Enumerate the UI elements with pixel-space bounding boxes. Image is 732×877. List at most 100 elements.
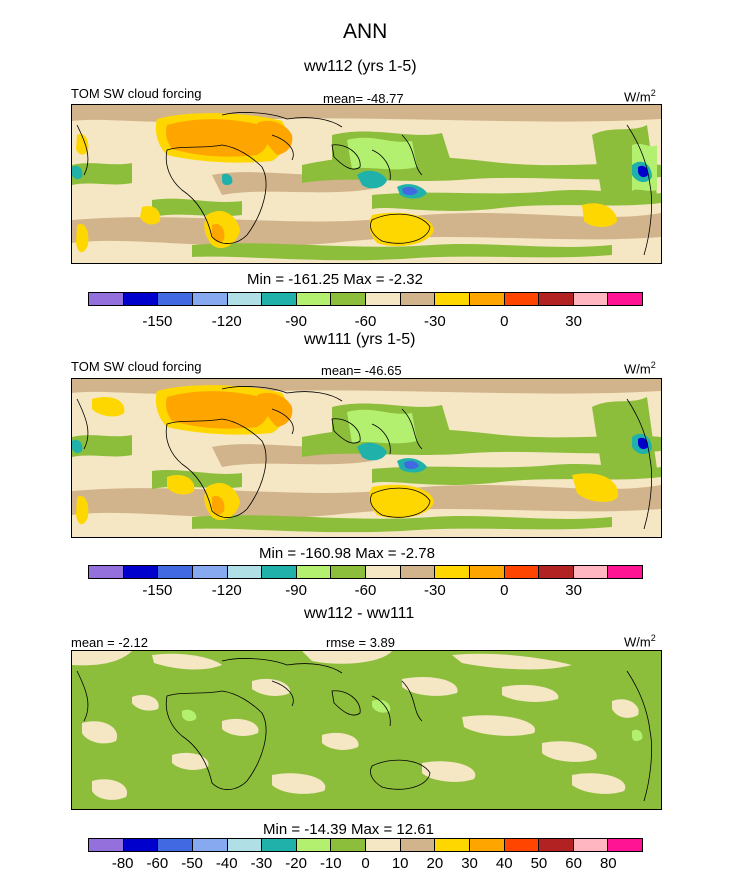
colorbar-swatch (262, 293, 297, 305)
colorbar-tick-label: -120 (211, 582, 242, 599)
colorbar-swatch (469, 566, 505, 578)
colorbar-tick-label: 30 (565, 582, 582, 599)
panel-3-minmax: Min = -14.39 Max = 12.61 (263, 821, 434, 838)
panel-1-units-label: W/m2 (624, 88, 656, 105)
colorbar-swatch (366, 293, 401, 305)
colorbar-tick-label: -30 (424, 313, 446, 330)
colorbar-swatch (262, 566, 297, 578)
colorbar-swatch (296, 839, 332, 851)
colorbar-swatch (123, 839, 159, 851)
colorbar-swatch (262, 839, 297, 851)
panel-1-minmax: Min = -161.25 Max = -2.32 (247, 271, 423, 288)
colorbar-swatch (539, 566, 574, 578)
colorbar-swatch (123, 566, 159, 578)
panel-3-colorbar (88, 838, 643, 852)
colorbar-tick-label: -60 (354, 582, 377, 599)
colorbar-tick-label: -80 (111, 855, 134, 872)
panel-1-map (71, 104, 662, 264)
colorbar-tick-label: -90 (285, 582, 307, 599)
panel-2-units-label: W/m2 (624, 360, 656, 377)
colorbar-swatch (435, 839, 470, 851)
colorbar-swatch (400, 839, 436, 851)
panel-2-subtitle: ww111 (yrs 1-5) (304, 331, 416, 348)
colorbar-swatch (400, 293, 436, 305)
colorbar-tick-label: 0 (500, 313, 509, 330)
colorbar-tick-label: 40 (495, 855, 513, 872)
colorbar-tick-label: 0 (500, 582, 509, 599)
colorbar-tick-label: -150 (142, 313, 173, 330)
panel-2-map-field (72, 379, 661, 537)
colorbar-swatch (227, 566, 263, 578)
colorbar-swatch (227, 293, 263, 305)
colorbar-tick-label: -60 (354, 313, 377, 330)
panel-1-map-field (72, 105, 661, 263)
panel-3-units-label: W/m2 (624, 633, 656, 650)
colorbar-swatch (400, 566, 436, 578)
colorbar-swatch (573, 566, 609, 578)
panel-1-subtitle: ww112 (yrs 1-5) (304, 58, 417, 75)
colorbar-tick-label: 10 (391, 855, 409, 872)
colorbar-swatch (123, 293, 159, 305)
panel-3-rmse-label: rmse = 3.89 (326, 635, 396, 650)
colorbar-swatch (158, 566, 193, 578)
colorbar-swatch (573, 839, 609, 851)
panel-1-colorbar (88, 292, 643, 306)
colorbar-tick-label: -90 (285, 313, 307, 330)
colorbar-swatch (435, 293, 470, 305)
colorbar-swatch (608, 839, 642, 851)
panel-2-mean-label: mean= -46.65 (321, 363, 402, 378)
colorbar-swatch (366, 566, 401, 578)
panel-3-map-field (72, 651, 661, 809)
colorbar-tick-label: 80 (599, 855, 617, 872)
colorbar-swatch (366, 839, 401, 851)
colorbar-swatch (192, 566, 228, 578)
colorbar-swatch (608, 566, 642, 578)
colorbar-tick-label: -120 (211, 313, 242, 330)
panel-2-colorbar (88, 565, 643, 579)
colorbar-swatch (192, 839, 228, 851)
colorbar-swatch (227, 839, 263, 851)
colorbar-tick-label: -10 (319, 855, 342, 872)
colorbar-tick-label: -50 (181, 855, 203, 872)
colorbar-swatch (192, 293, 228, 305)
colorbar-swatch (331, 566, 366, 578)
colorbar-swatch (331, 839, 366, 851)
colorbar-swatch (296, 566, 332, 578)
colorbar-swatch (504, 293, 540, 305)
colorbar-swatch (296, 293, 332, 305)
figure-title: ANN (343, 20, 388, 43)
colorbar-tick-label: 20 (426, 855, 444, 872)
panel-3-subtitle: ww112 - ww111 (304, 605, 415, 622)
colorbar-swatch (89, 293, 124, 305)
colorbar-swatch (573, 293, 609, 305)
colorbar-swatch (504, 839, 540, 851)
colorbar-swatch (331, 293, 366, 305)
colorbar-swatch (608, 293, 642, 305)
colorbar-tick-label: -60 (146, 855, 169, 872)
panel-2-map (71, 378, 662, 538)
colorbar-tick-label: -30 (250, 855, 273, 872)
colorbar-tick-label: -30 (424, 582, 446, 599)
colorbar-tick-label: -20 (285, 855, 307, 872)
colorbar-tick-label: 60 (565, 855, 582, 872)
panel-3-map (71, 650, 662, 810)
panel-2-minmax: Min = -160.98 Max = -2.78 (259, 545, 435, 562)
colorbar-swatch (504, 566, 540, 578)
colorbar-tick-label: -40 (215, 855, 238, 872)
colorbar-swatch (89, 839, 124, 851)
colorbar-tick-label: 30 (565, 313, 582, 330)
colorbar-tick-label: 50 (530, 855, 548, 872)
colorbar-swatch (539, 293, 574, 305)
colorbar-tick-label: 30 (461, 855, 478, 872)
colorbar-swatch (469, 839, 505, 851)
colorbar-tick-label: 0 (361, 855, 370, 872)
panel-3-mean-label: mean = -2.12 (71, 635, 148, 650)
panel-2-left-label: TOM SW cloud forcing (71, 359, 202, 374)
panel-1-left-label: TOM SW cloud forcing (71, 86, 202, 101)
colorbar-swatch (158, 293, 193, 305)
colorbar-tick-label: -150 (142, 582, 173, 599)
colorbar-swatch (89, 566, 124, 578)
colorbar-swatch (158, 839, 193, 851)
colorbar-swatch (469, 293, 505, 305)
colorbar-swatch (539, 839, 574, 851)
